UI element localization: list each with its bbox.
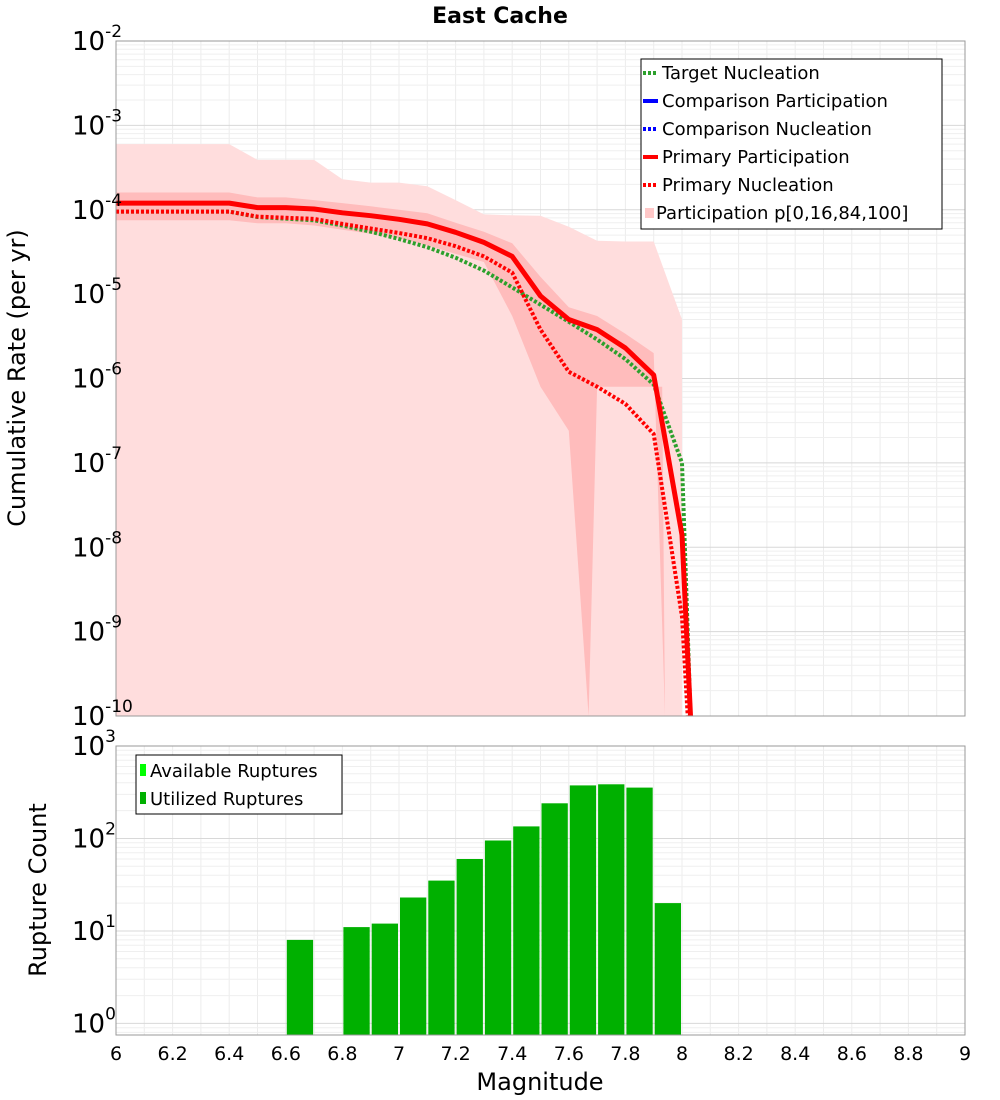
bar-utilized-6.9 [371, 923, 398, 1035]
legend-swatch-available-ruptures [140, 764, 146, 776]
top-y-tick-label: 10-9 [72, 613, 122, 648]
bar-utilized-7.8 [626, 787, 653, 1035]
x-tick-label: 7.8 [610, 1043, 640, 1065]
bar-utilized-7.1 [428, 880, 455, 1035]
bar-utilized-7 [400, 897, 427, 1035]
bottom-grid [115, 746, 966, 1035]
top-legend: Target Nucleation Comparison Participatio… [640, 58, 943, 230]
bottom-y-tick-label: 102 [72, 820, 116, 855]
x-tick-label: 8.6 [837, 1043, 867, 1065]
legend-swatch-utilized-ruptures [140, 792, 146, 804]
chart-title: East Cache [432, 4, 568, 29]
top-y-tick-label: 10-5 [72, 275, 122, 310]
bottom-y-tick-label: 103 [72, 727, 116, 762]
top-bands [116, 144, 682, 717]
legend-label: Comparison Participation [662, 91, 888, 112]
legend-label: Participation p[0,16,84,100] [656, 203, 908, 224]
bottom-legend-box [135, 754, 343, 815]
bottom-y-axis-label: Rupture Count [24, 803, 52, 977]
x-tick-label: 9 [959, 1043, 971, 1065]
x-tick-label: 6.4 [214, 1043, 244, 1065]
top-y-tick-label: 10-4 [72, 191, 122, 226]
x-tick-label: 7 [393, 1043, 405, 1065]
top-y-tick-label: 10-2 [72, 22, 122, 57]
x-tick-label: 7.4 [497, 1043, 527, 1065]
bar-utilized-7.7 [598, 784, 625, 1035]
x-tick-label: 7.6 [554, 1043, 584, 1065]
bar-utilized-7.3 [484, 840, 512, 1035]
series-line-primary-participation [116, 200, 693, 716]
x-tick-label: 6.8 [327, 1043, 357, 1065]
x-tick-label: 8.2 [723, 1043, 753, 1065]
x-tick-label: 6.2 [157, 1043, 187, 1065]
x-axis-label: Magnitude [476, 1068, 603, 1096]
bar-utilized-6.6 [286, 939, 314, 1035]
bottom-y-ticks: 100 101 102 103 [72, 727, 116, 1039]
top-y-tick-label: 10-10 [72, 697, 133, 732]
top-y-tick-label: 10-6 [72, 360, 122, 395]
bottom-y-tick-label: 101 [72, 912, 116, 947]
x-tick-label: 6.6 [271, 1043, 301, 1065]
legend-label: Primary Nucleation [662, 175, 834, 196]
top-y-axis-label: Cumulative Rate (per yr) [3, 229, 31, 527]
x-tick-label: 8.8 [893, 1043, 923, 1065]
bottom-plot-frame [115, 745, 966, 1036]
x-tick-label: 6 [110, 1043, 122, 1065]
top-y-ticks: 10-2 10-3 10-4 10-5 10-6 10-7 10-8 10-9 10-10 [72, 22, 133, 732]
band-p16-p84 [116, 192, 665, 716]
bar-utilized-6.8 [343, 927, 370, 1035]
x-tick-label: 8.4 [780, 1043, 810, 1065]
x-ticks: 6 6.2 6.4 6.6 6.8 7 7.2 7.4 7.6 7.8 8 8.2 8.4 8.6 8.8 9 [110, 1043, 971, 1065]
top-y-tick-label: 10-7 [72, 444, 122, 479]
top-legend-box [640, 58, 943, 230]
legend-swatch-participation-band [645, 208, 654, 218]
top-y-tick-label: 10-8 [72, 528, 122, 563]
bar-utilized-7.2 [456, 859, 483, 1035]
legend-label: Primary Participation [662, 147, 850, 168]
bottom-bars [286, 784, 681, 1035]
bar-utilized-7.5 [541, 803, 568, 1035]
bar-utilized-7.9 [654, 903, 681, 1035]
legend-label: Utilized Ruptures [150, 789, 303, 810]
legend-label: Target Nucleation [661, 63, 820, 84]
x-tick-label: 7.2 [440, 1043, 470, 1065]
series-line-primary-nucleation [116, 209, 690, 716]
legend-label: Comparison Nucleation [662, 119, 872, 140]
x-tick-label: 8 [676, 1043, 688, 1065]
top-lines [116, 200, 693, 716]
top-y-tick-label: 10-3 [72, 106, 122, 141]
top-plot-frame [115, 40, 966, 717]
bar-utilized-7.6 [569, 785, 597, 1035]
bottom-y-tick-label: 100 [72, 1004, 116, 1039]
bottom-legend: Available Ruptures Utilized Ruptures [135, 754, 343, 815]
bar-utilized-7.4 [513, 826, 540, 1035]
legend-label: Available Ruptures [150, 761, 318, 782]
